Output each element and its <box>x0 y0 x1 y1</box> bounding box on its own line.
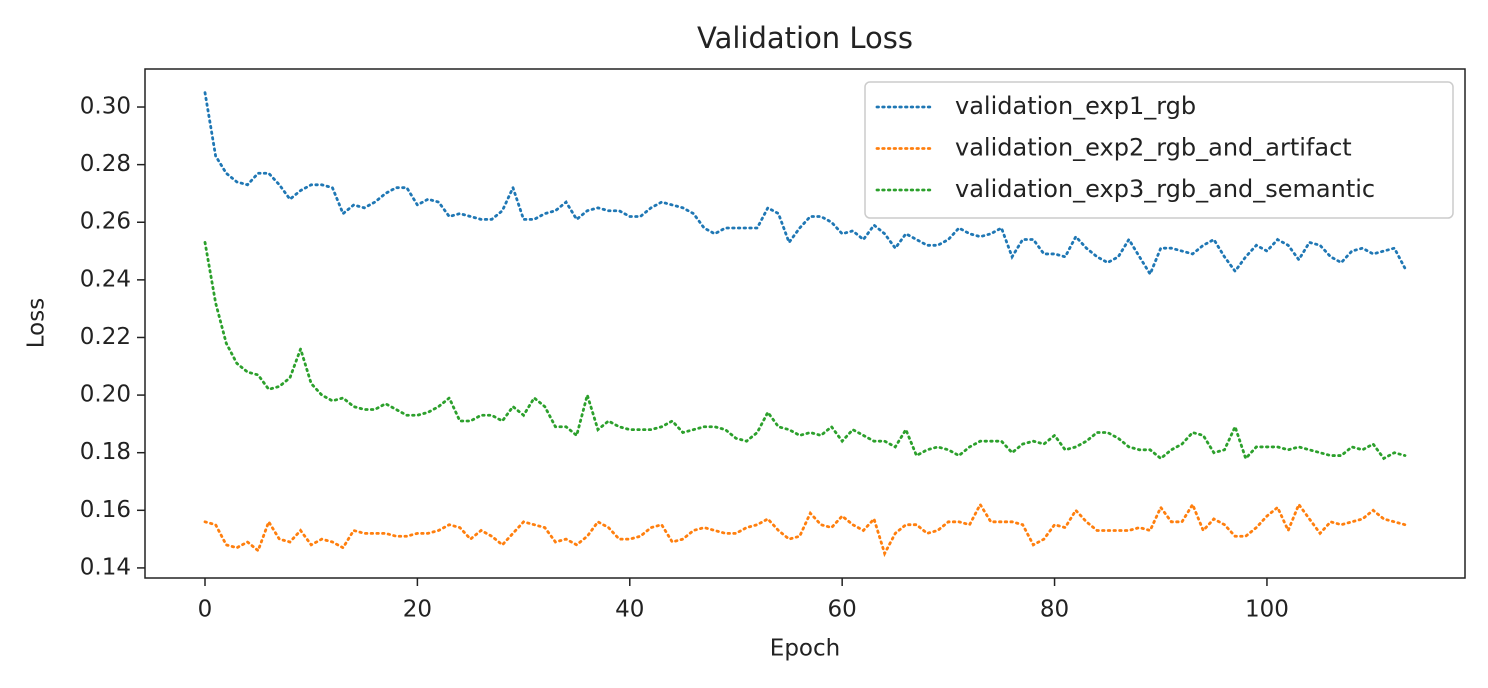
legend-label: validation_exp2_rgb_and_artifact <box>955 134 1352 162</box>
line-series <box>203 241 1407 462</box>
line-series <box>203 501 1407 558</box>
x-axis-label: Epoch <box>770 636 840 662</box>
y-tick-label: 0.26 <box>80 209 131 235</box>
x-tick-label: 80 <box>1040 597 1069 623</box>
plot-frame <box>144 68 1466 579</box>
y-tick-label: 0.30 <box>80 94 131 120</box>
chart-title: Validation Loss <box>697 21 913 55</box>
line-series <box>203 91 1407 278</box>
x-tick-label: 40 <box>615 597 644 623</box>
y-tick-label: 0.14 <box>80 554 131 580</box>
x-tick-label: 20 <box>403 597 432 623</box>
x-tick-label: 100 <box>1245 597 1289 623</box>
y-tick-label: 0.16 <box>80 497 131 523</box>
x-tick-label: 0 <box>198 597 213 623</box>
y-tick-label: 0.20 <box>80 382 131 408</box>
legend-label: validation_exp1_rgb <box>955 92 1196 120</box>
y-tick-label: 0.28 <box>80 151 131 177</box>
y-tick-label: 0.18 <box>80 439 131 465</box>
x-tick-label: 60 <box>828 597 857 623</box>
legend-box <box>864 81 1454 219</box>
legend-label: validation_exp3_rgb_and_semantic <box>955 175 1375 203</box>
y-tick-label: 0.22 <box>80 324 131 350</box>
y-axis-label: Loss <box>24 298 50 348</box>
y-tick-label: 0.24 <box>80 266 131 292</box>
